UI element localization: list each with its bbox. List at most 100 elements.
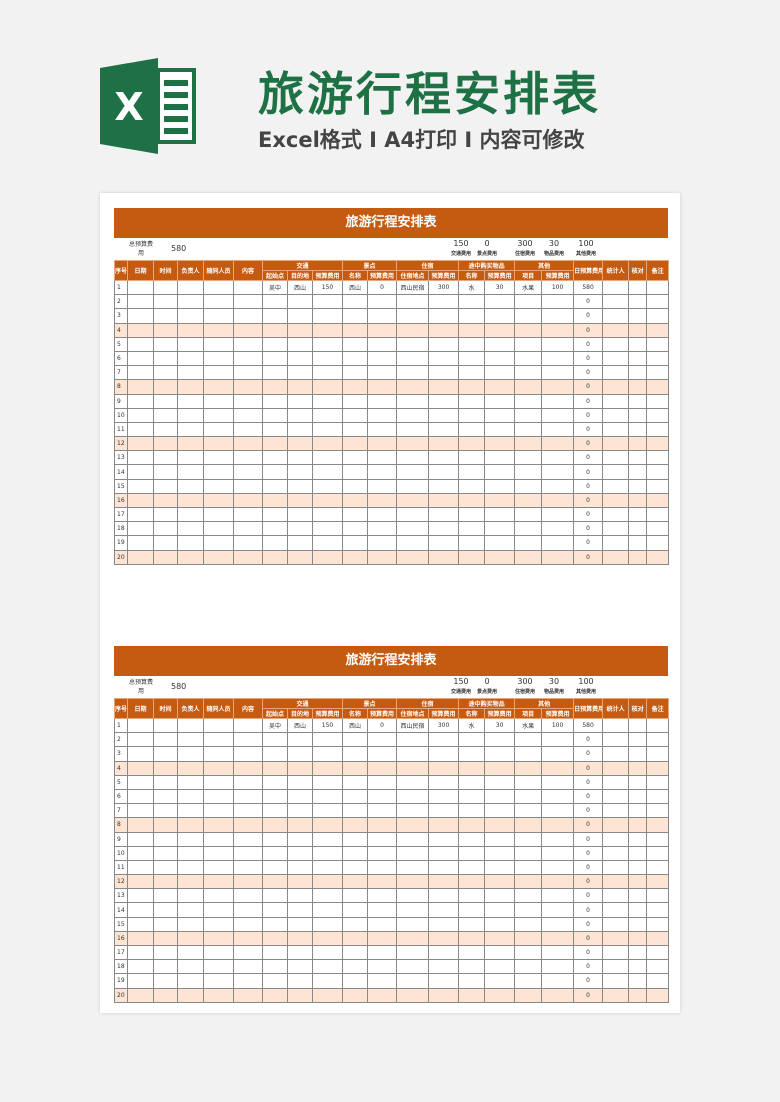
table-cell[interactable] [262, 959, 288, 975]
table-cell[interactable]: 8 [114, 379, 128, 395]
table-cell[interactable] [177, 746, 204, 762]
table-cell[interactable] [153, 521, 178, 537]
table-cell[interactable]: 0 [573, 788, 604, 805]
table-cell[interactable] [514, 450, 543, 466]
table-cell[interactable]: 0 [573, 902, 604, 918]
table-cell[interactable] [153, 930, 178, 947]
table-cell[interactable] [203, 521, 234, 537]
table-cell[interactable] [514, 987, 543, 1003]
table-cell[interactable] [428, 450, 460, 466]
table-cell[interactable] [233, 987, 263, 1003]
table-cell[interactable]: 580 [573, 279, 604, 296]
table-cell[interactable] [262, 845, 288, 861]
table-cell[interactable] [628, 436, 648, 452]
table-cell[interactable] [127, 549, 154, 565]
table-cell[interactable] [311, 803, 344, 819]
table-cell[interactable] [311, 888, 344, 904]
table-cell[interactable] [514, 393, 543, 409]
table-cell[interactable] [367, 788, 398, 805]
table-cell[interactable] [311, 407, 344, 423]
table-cell[interactable] [203, 831, 234, 847]
table-cell[interactable] [628, 478, 648, 494]
table-cell[interactable] [541, 492, 575, 509]
table-cell[interactable] [262, 464, 288, 480]
table-cell[interactable] [602, 930, 630, 947]
table-cell[interactable] [233, 831, 263, 847]
table-cell[interactable] [541, 549, 575, 565]
table-cell[interactable] [127, 859, 154, 876]
table-cell[interactable]: 2 [114, 732, 128, 748]
table-cell[interactable] [203, 279, 234, 296]
table-cell[interactable] [342, 732, 369, 748]
table-cell[interactable]: 0 [573, 845, 604, 861]
table-cell[interactable] [602, 732, 630, 748]
table-cell[interactable] [367, 407, 398, 423]
table-cell[interactable] [127, 916, 154, 932]
table-cell[interactable] [177, 308, 204, 324]
table-cell[interactable] [541, 393, 575, 409]
table-cell[interactable] [262, 322, 288, 338]
table-cell[interactable] [127, 902, 154, 918]
table-cell[interactable] [233, 845, 263, 861]
table-cell[interactable]: 150 [311, 717, 344, 734]
table-cell[interactable] [514, 535, 543, 551]
table-cell[interactable] [311, 308, 344, 324]
table-cell[interactable] [458, 436, 486, 452]
table-cell[interactable] [177, 959, 204, 975]
table-cell[interactable] [177, 845, 204, 861]
table-cell[interactable] [628, 930, 648, 947]
table-cell[interactable] [396, 322, 430, 338]
table-cell[interactable] [628, 959, 648, 975]
table-cell[interactable] [311, 492, 344, 509]
table-cell[interactable] [203, 803, 234, 819]
table-cell[interactable] [262, 350, 288, 367]
table-cell[interactable] [484, 874, 516, 890]
table-cell[interactable] [177, 294, 204, 310]
table-cell[interactable] [203, 393, 234, 409]
table-cell[interactable]: 14 [114, 902, 128, 918]
table-cell[interactable] [287, 308, 313, 324]
table-cell[interactable]: 0 [573, 888, 604, 904]
table-cell[interactable] [127, 874, 154, 890]
table-cell[interactable] [646, 521, 670, 537]
table-cell[interactable] [311, 379, 344, 395]
table-cell[interactable] [646, 421, 670, 438]
table-cell[interactable] [541, 506, 575, 523]
table-cell[interactable] [287, 336, 313, 352]
table-cell[interactable] [311, 817, 344, 833]
table-cell[interactable] [127, 294, 154, 310]
table-cell[interactable] [646, 450, 670, 466]
table-cell[interactable]: 8 [114, 817, 128, 833]
table-cell[interactable] [646, 944, 670, 961]
table-cell[interactable] [428, 817, 460, 833]
table-cell[interactable] [541, 478, 575, 494]
table-cell[interactable] [127, 336, 154, 352]
table-cell[interactable] [367, 973, 398, 989]
table-cell[interactable] [311, 874, 344, 890]
table-cell[interactable] [127, 803, 154, 819]
table-cell[interactable]: 12 [114, 874, 128, 890]
table-cell[interactable] [428, 336, 460, 352]
table-cell[interactable]: 0 [573, 803, 604, 819]
table-cell[interactable] [484, 549, 516, 565]
table-cell[interactable] [262, 492, 288, 509]
table-cell[interactable] [342, 535, 369, 551]
table-cell[interactable] [342, 902, 369, 918]
table-cell[interactable] [428, 774, 460, 790]
table-cell[interactable] [602, 379, 630, 395]
table-cell[interactable] [367, 874, 398, 890]
table-cell[interactable] [541, 450, 575, 466]
table-cell[interactable] [177, 930, 204, 947]
table-cell[interactable] [646, 874, 670, 890]
table-cell[interactable] [262, 535, 288, 551]
table-cell[interactable]: 0 [573, 874, 604, 890]
table-cell[interactable] [262, 450, 288, 466]
table-cell[interactable]: 13 [114, 450, 128, 466]
table-cell[interactable] [484, 831, 516, 847]
table-cell[interactable] [428, 746, 460, 762]
table-cell[interactable] [602, 407, 630, 423]
table-cell[interactable] [514, 407, 543, 423]
table-cell[interactable]: 7 [114, 803, 128, 819]
table-cell[interactable]: 0 [573, 732, 604, 748]
table-cell[interactable] [396, 930, 430, 947]
